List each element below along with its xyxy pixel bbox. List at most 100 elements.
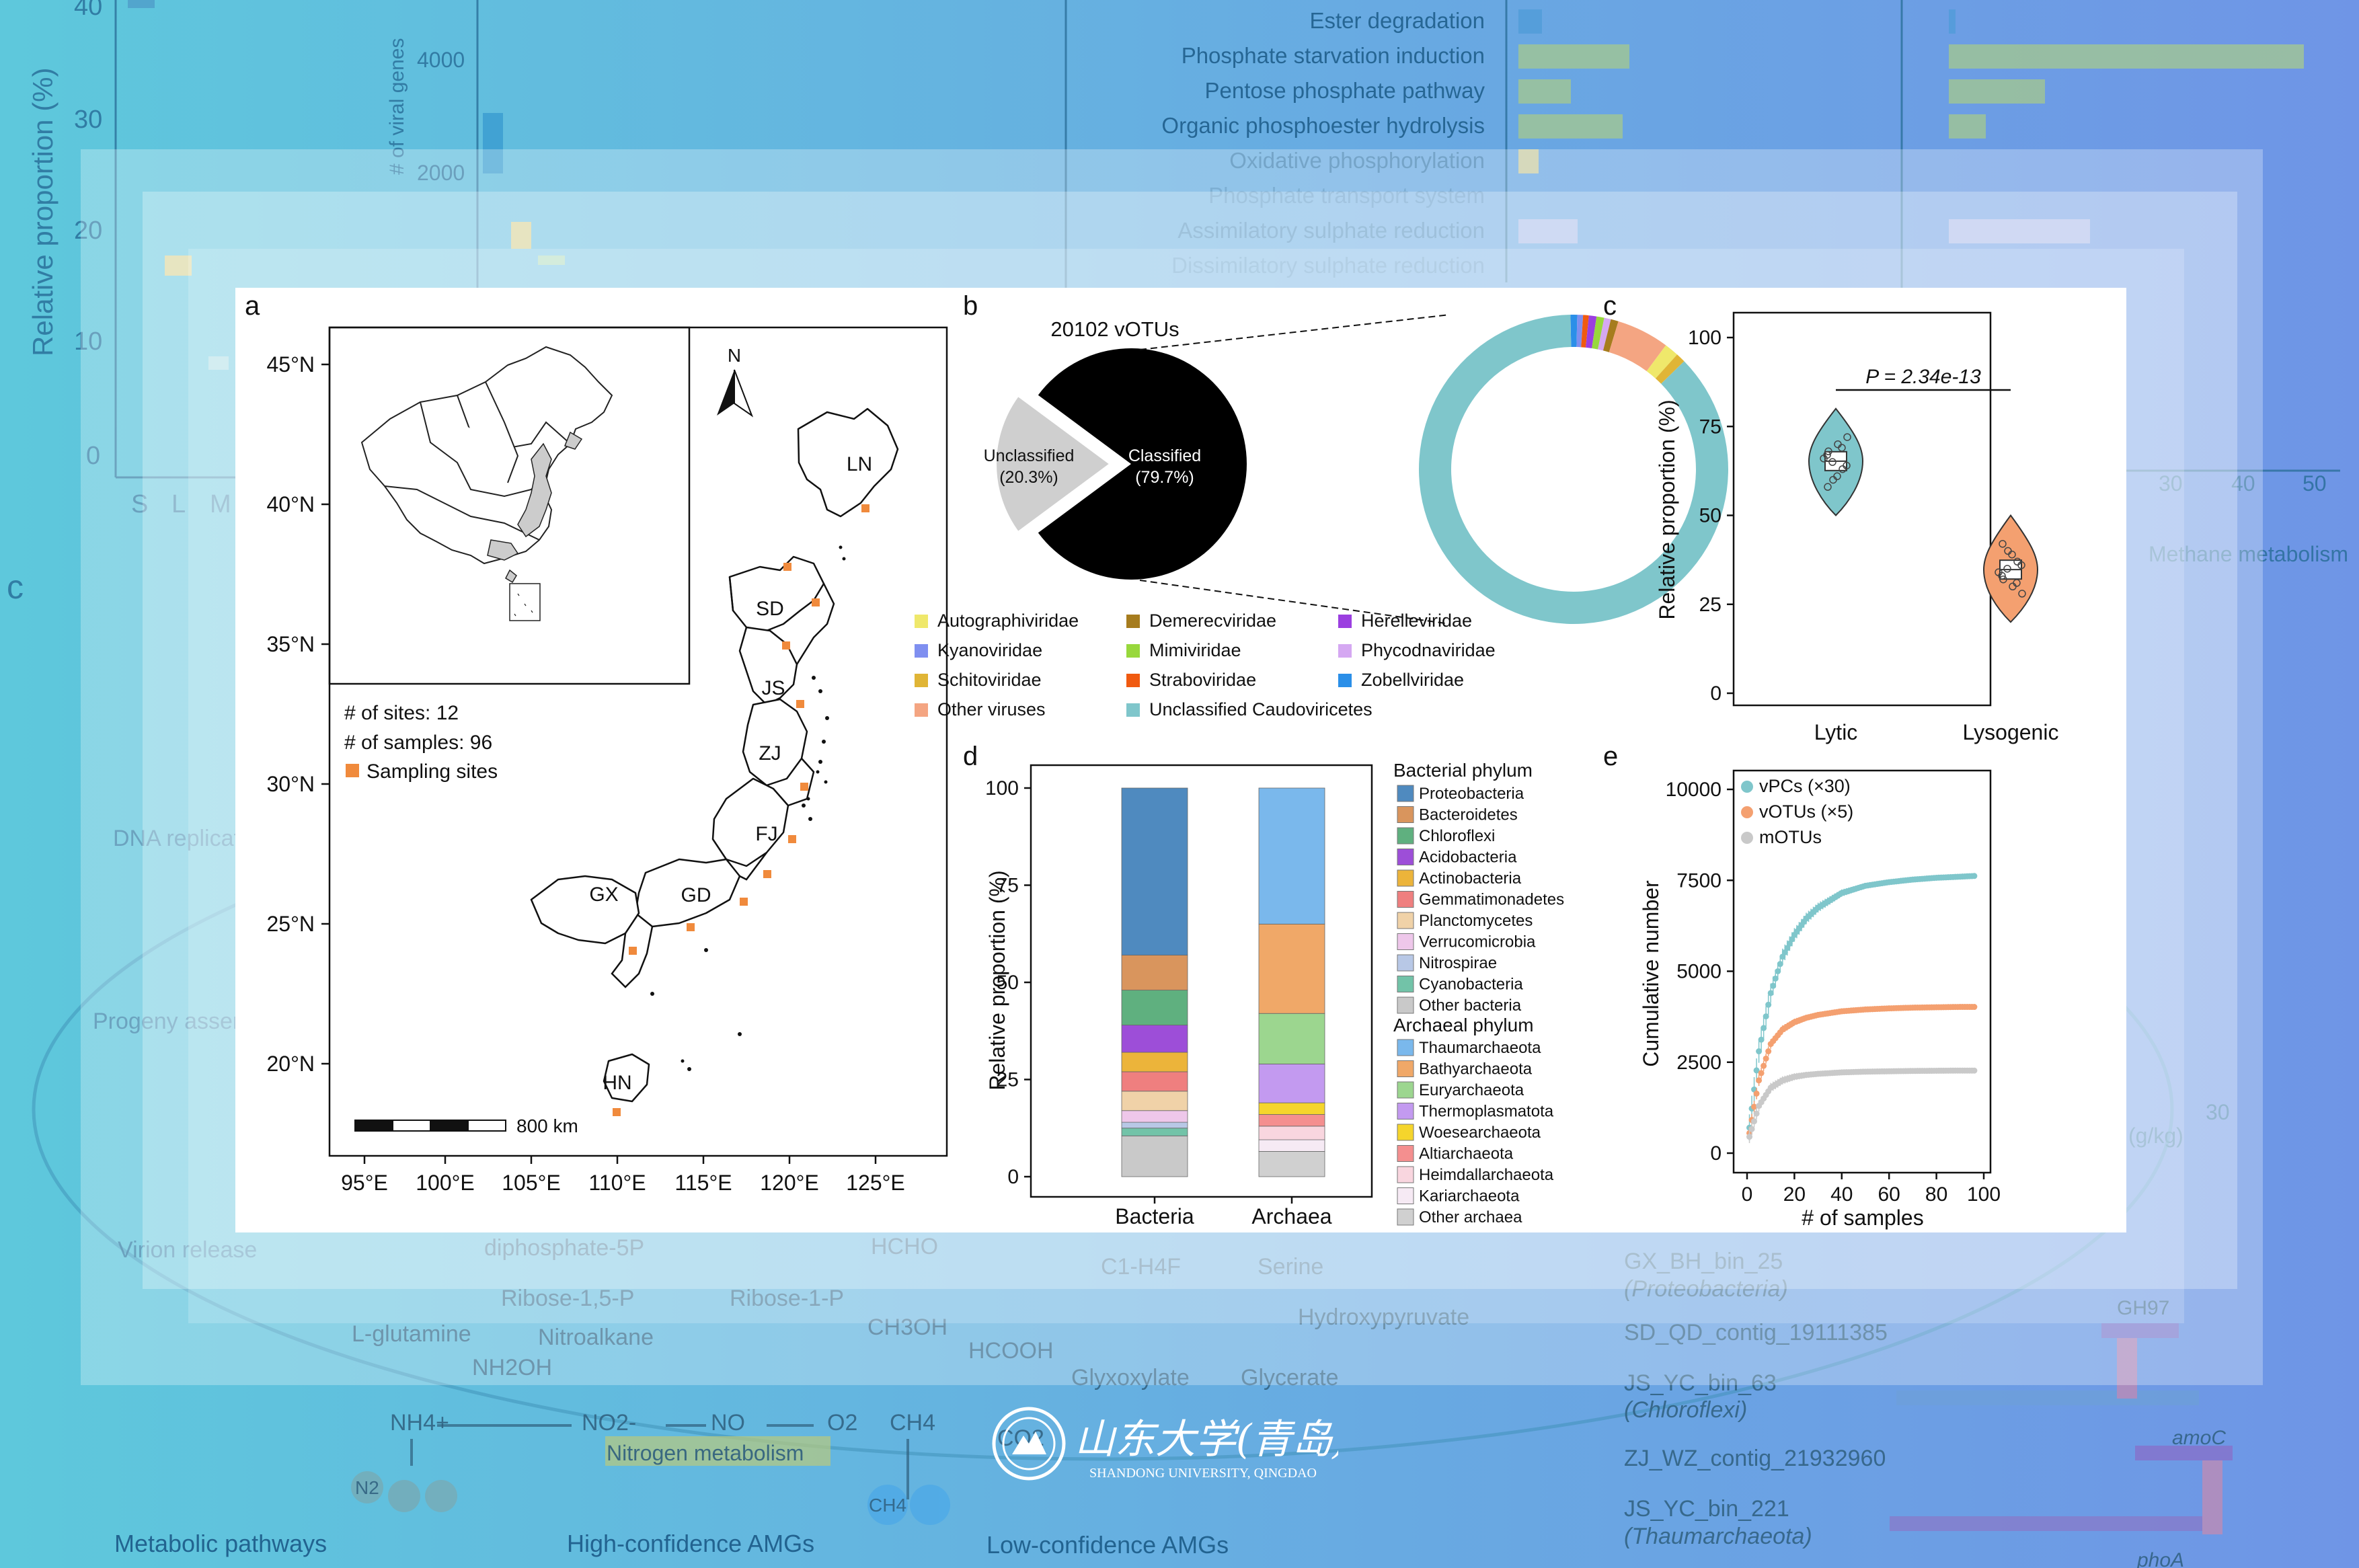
bg-bin-5: ZJ_WZ_contig_21932960 [1624,1446,1886,1471]
bg-top-tick-0: 0 [86,442,100,470]
site-marker [783,563,791,571]
legend-samples: # of samples: 96 [344,732,492,754]
donut-slice [1570,315,1578,348]
violin-point [1824,447,1832,456]
curve-point [1751,1118,1758,1125]
curve-point [1753,1067,1760,1074]
bg-pathway-5: Phosphate transport system [1208,183,1485,208]
figure-panel: a 45°N 40°N 35°N 30°N 25°N 20°N 95°E 100… [235,288,2126,1232]
legend-swatch [915,703,928,717]
province-label-gd: GD [681,884,711,906]
violin-point [1998,572,2006,580]
bg-right-tick-50: 50 [2303,471,2327,496]
legend-label: Altiarchaeota [1419,1145,1514,1163]
site-marker [796,700,804,708]
legend-label: Woesearchaeota [1419,1124,1541,1142]
curve-point [1971,873,1978,879]
legend-label: Chloroflexi [1419,827,1495,845]
site-marker [687,923,695,931]
legend-label: Gemmatimonadetes [1419,891,1564,909]
curve-ytick: 0 [1710,1142,1722,1165]
lat-tick-20: 20°N [267,1052,315,1076]
panel-b-letter: b [963,291,978,321]
bg-pathway-2: Pentose phosphate pathway [1205,78,1485,103]
bg-pathway-1: Phosphate starvation induction [1182,43,1485,68]
curve-point [1765,1048,1772,1055]
bar-segment [1258,1102,1325,1115]
panel-e-letter: e [1603,742,1618,771]
legend-swatch [1126,703,1140,717]
bar-segment [1121,1122,1188,1129]
bg-met-13: Glycerate [1241,1365,1339,1390]
violin-xlabel: Lysogenic [1963,720,2059,744]
curve-point [1772,975,1779,982]
lat-tick-35: 35°N [267,632,315,656]
site-marker [812,598,820,606]
lon-tick-115: 115°E [674,1171,732,1195]
pie-unclassified-label: Unclassified [984,446,1075,465]
bar-ytick: 75 [997,875,1019,897]
bar-ytick: 25 [997,1069,1019,1091]
curve-point [1765,1001,1772,1008]
curve-point [1763,1055,1769,1062]
bg-top-cat-s: S [131,490,148,518]
bg-top-tick-40: 40 [74,0,102,21]
bar-segment [1258,1013,1325,1064]
bar-segment [1121,1052,1188,1072]
lon-tick-110: 110°E [588,1171,646,1195]
legend-label: Verrucomicrobia [1419,933,1536,951]
curve-point [1777,961,1783,968]
bg-pathway-7: Dissimilatory sulphate reduction [1171,253,1485,278]
bg-met-15: NO2- [582,1410,636,1436]
family-donut [1418,315,1728,624]
bact-legend-title: Bacterial phylum [1393,760,1533,781]
bg-top-tick-30: 30 [74,106,102,134]
legend-swatch [1338,674,1352,687]
site-marker [800,783,808,791]
bar-segment [1121,1110,1188,1123]
legend-swatch [1397,1103,1414,1120]
bg-met-14: NH4+ [390,1410,449,1436]
violin-point [2017,561,2025,570]
legend-sampling: Sampling sites [366,760,498,783]
bg-met-18: CH4 [890,1410,935,1436]
legend-label: Euryarchaeota [1419,1081,1524,1099]
logo-sub: SHANDONG UNIVERSITY, QINGDAO [1089,1466,1317,1481]
bg-viral-genes-label: # of viral genes [386,38,408,175]
lon-tick-120: 120°E [760,1171,819,1195]
inset-china-map [360,346,613,565]
legend-label: Schitoviridae [937,670,1042,690]
bg-bin-1: (Proteobacteria) [1624,1276,1788,1302]
legend-swatch [1126,674,1140,687]
legend-swatch [1397,1039,1414,1056]
donut-slice [1586,315,1597,349]
legend-swatch [1397,827,1414,845]
panel-a-letter: a [245,291,260,321]
violin-point [1843,433,1851,441]
violin-point [2013,579,2021,587]
curve-ytick: 5000 [1676,961,1722,983]
university-logo: 山东大学(青岛) SHANDONG UNIVERSITY, QINGDAO [992,1407,1338,1481]
curve-xtick: 60 [1878,1183,1900,1206]
legend-label: Kariarchaeota [1419,1187,1520,1206]
legend-swatch [1338,615,1352,628]
curve-point [1971,1067,1978,1074]
bg-met-8: Nitroalkane [538,1325,654,1350]
curve-point [1770,982,1777,989]
north-label: N [728,345,741,366]
lon-tick-105: 105°E [502,1171,561,1195]
province-label-ln: LN [847,453,872,475]
bg-top-tick-10: 10 [74,327,102,356]
bg-gene-0: GH97 [2117,1297,2169,1319]
legend-swatch [1397,1166,1414,1183]
bg-pathway-0: Ester degradation [1309,8,1485,33]
site-marker [763,870,771,878]
bg-ch4-1: CH4 [869,1495,906,1516]
legend-label: Other viruses [937,699,1046,719]
curve-point [1746,1134,1753,1140]
legend-swatch [1397,976,1414,992]
site-marker [740,898,748,906]
donut-slice [1646,345,1678,379]
lat-tick-25: 25°N [267,912,315,936]
donut-slice [1576,315,1584,348]
